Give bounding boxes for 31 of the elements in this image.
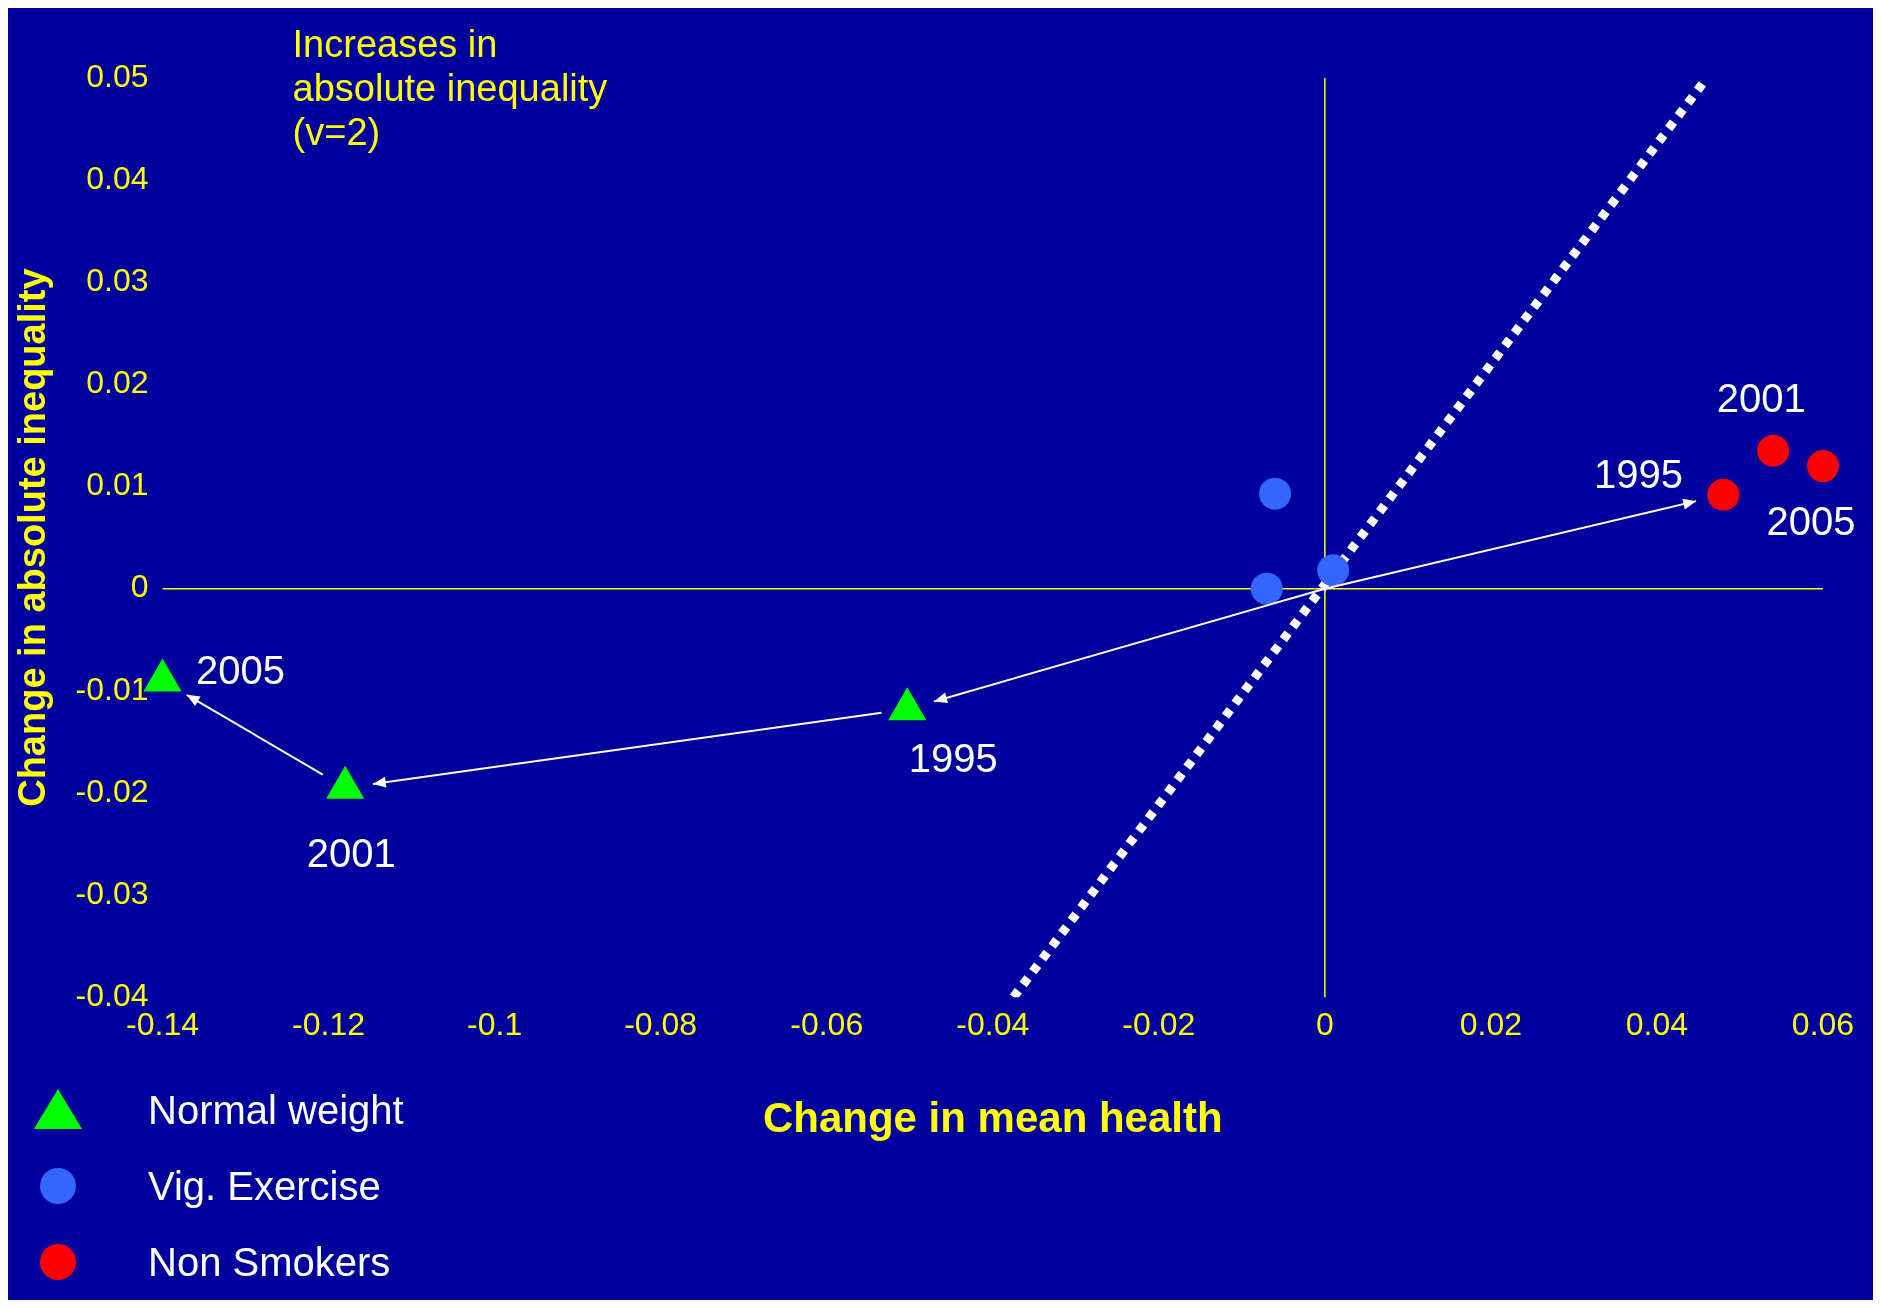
x-tick-label: 0 bbox=[1315, 1006, 1334, 1043]
y-tick-label: 0.05 bbox=[86, 57, 149, 94]
y-tick-label: -0.01 bbox=[75, 670, 149, 707]
legend-label: Vig. Exercise bbox=[148, 1163, 381, 1209]
x-tick-label: 0.04 bbox=[1625, 1006, 1689, 1043]
annotation: Increases in absolute inequality (v=2) bbox=[292, 23, 608, 154]
annotation: 2001 bbox=[306, 830, 396, 875]
x-tick-label: -0.1 bbox=[467, 1006, 523, 1043]
legend-label: Non Smokers bbox=[148, 1239, 391, 1285]
annotation: 1995 bbox=[1593, 451, 1683, 496]
x-tick-label: -0.08 bbox=[624, 1006, 698, 1043]
x-tick-label: 0.02 bbox=[1459, 1006, 1523, 1043]
y-tick-label: 0.02 bbox=[86, 364, 149, 401]
x-tick-label: -0.04 bbox=[956, 1006, 1030, 1043]
y-axis-title: Change in absolute inequality bbox=[11, 268, 54, 807]
annotation: 2005 bbox=[1766, 499, 1856, 544]
x-tick-label: -0.02 bbox=[1122, 1006, 1196, 1043]
y-tick-label: -0.03 bbox=[75, 874, 149, 911]
annotation: 2001 bbox=[1716, 375, 1806, 420]
y-tick-label: -0.02 bbox=[75, 772, 149, 809]
x-tick-label: 0.06 bbox=[1791, 1006, 1855, 1043]
legend-label: Normal weight bbox=[148, 1087, 404, 1133]
x-tick-label: -0.06 bbox=[790, 1006, 864, 1043]
annotation: 1995 bbox=[908, 736, 998, 781]
y-tick-label: 0.04 bbox=[86, 159, 149, 196]
x-axis-title: Change in mean health bbox=[762, 1094, 1223, 1142]
y-tick-label: 0.01 bbox=[86, 466, 149, 503]
x-tick-label: -0.12 bbox=[292, 1006, 366, 1043]
y-tick-label: 0.03 bbox=[86, 262, 149, 299]
y-tick-label: 0 bbox=[130, 568, 149, 605]
annotation: 2005 bbox=[196, 647, 286, 692]
